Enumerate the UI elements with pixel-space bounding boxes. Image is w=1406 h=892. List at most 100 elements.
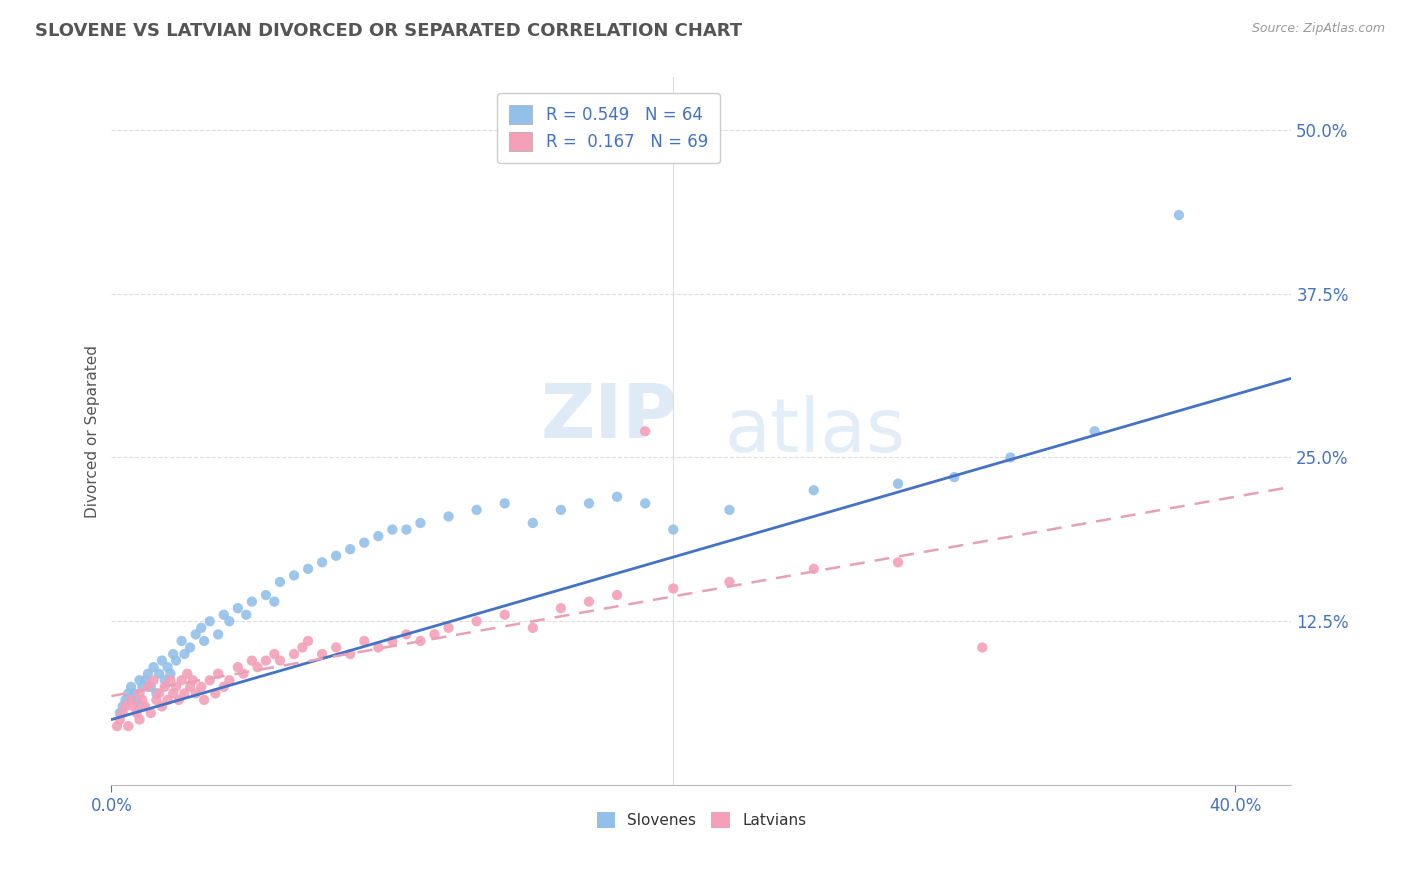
Text: SLOVENE VS LATVIAN DIVORCED OR SEPARATED CORRELATION CHART: SLOVENE VS LATVIAN DIVORCED OR SEPARATED… [35,22,742,40]
Point [269,574,291,589]
Point [179,680,201,694]
Point [207,666,229,681]
Point [136,680,159,694]
Point [226,660,249,674]
Point [167,693,190,707]
Point [108,713,131,727]
Point [128,713,150,727]
Point [159,666,181,681]
Point [943,470,966,484]
Point [173,686,195,700]
Point [193,634,215,648]
Point [634,496,657,510]
Point [339,542,361,557]
Point [156,660,179,674]
Point [409,634,432,648]
Point [165,680,187,694]
Point [142,673,165,688]
Point [108,706,131,720]
Point [437,621,460,635]
Point [198,615,221,629]
Point [218,615,240,629]
Point [887,555,910,569]
Point [179,640,201,655]
Point [803,483,825,498]
Point [153,673,176,688]
Point [181,673,204,688]
Point [170,634,193,648]
Point [142,660,165,674]
Point [409,516,432,530]
Point [325,640,347,655]
Point [606,490,628,504]
Point [437,509,460,524]
Point [235,607,257,622]
Point [120,680,142,694]
Point [139,706,162,720]
Point [283,568,305,582]
Point [134,699,156,714]
Point [134,673,156,688]
Point [606,588,628,602]
Point [150,654,173,668]
Legend: Slovenes, Latvians: Slovenes, Latvians [591,805,813,834]
Point [522,621,544,635]
Point [148,686,170,700]
Point [150,699,173,714]
Point [218,673,240,688]
Point [190,621,212,635]
Point [269,654,291,668]
Point [198,673,221,688]
Point [190,680,212,694]
Point [136,666,159,681]
Point [291,640,314,655]
Point [139,680,162,694]
Point [494,607,516,622]
Point [156,693,179,707]
Point [423,627,446,641]
Point [339,647,361,661]
Text: ZIP: ZIP [540,381,678,454]
Point [246,660,269,674]
Point [297,634,319,648]
Point [212,680,235,694]
Point [114,693,136,707]
Point [311,647,333,661]
Point [117,719,139,733]
Point [718,503,741,517]
Point [395,627,418,641]
Point [162,686,184,700]
Point [578,594,600,608]
Text: Source: ZipAtlas.com: Source: ZipAtlas.com [1251,22,1385,36]
Point [1084,424,1107,438]
Point [662,523,685,537]
Point [128,673,150,688]
Point [122,686,145,700]
Point [111,706,134,720]
Point [176,666,198,681]
Text: atlas: atlas [725,395,905,467]
Point [117,686,139,700]
Point [212,607,235,622]
Point [263,594,285,608]
Point [718,574,741,589]
Point [232,666,254,681]
Point [367,640,389,655]
Point [634,424,657,438]
Point [972,640,994,655]
Point [240,594,263,608]
Point [162,647,184,661]
Point [111,699,134,714]
Point [153,680,176,694]
Point [283,647,305,661]
Point [297,562,319,576]
Y-axis label: Divorced or Separated: Divorced or Separated [86,345,100,517]
Point [105,719,128,733]
Point [325,549,347,563]
Point [128,686,150,700]
Point [1000,450,1022,465]
Point [128,699,150,714]
Point [204,686,226,700]
Point [263,647,285,661]
Point [803,562,825,576]
